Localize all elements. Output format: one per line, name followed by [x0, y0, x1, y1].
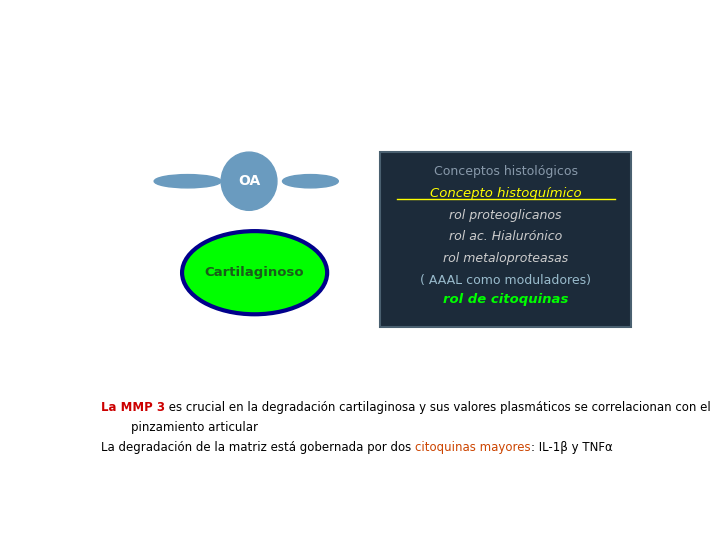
Text: Cartilaginoso: Cartilaginoso — [204, 266, 305, 279]
Ellipse shape — [182, 231, 327, 314]
Ellipse shape — [154, 174, 221, 188]
Text: La degradación de la matriz está gobernada por dos: La degradación de la matriz está goberna… — [101, 441, 415, 454]
Text: OA: OA — [238, 174, 260, 188]
Text: pinzamiento articular: pinzamiento articular — [101, 421, 258, 434]
Text: es crucial en la degradación cartilaginosa y sus valores plasmáticos se correlac: es crucial en la degradación cartilagino… — [165, 401, 711, 414]
Text: rol metaloproteasas: rol metaloproteasas — [443, 252, 568, 265]
Text: rol de citoquinas: rol de citoquinas — [443, 293, 568, 306]
Text: Conceptos histológicos: Conceptos histológicos — [433, 165, 577, 178]
Text: : IL-1β y TNFα: : IL-1β y TNFα — [531, 441, 613, 454]
Text: La MMP 3: La MMP 3 — [101, 401, 165, 414]
Text: rol ac. Hialurónico: rol ac. Hialurónico — [449, 230, 562, 244]
FancyBboxPatch shape — [380, 152, 631, 327]
Text: Concepto histoquímico: Concepto histoquímico — [430, 187, 582, 200]
Ellipse shape — [221, 152, 277, 211]
Text: rol proteoglicanos: rol proteoglicanos — [449, 208, 562, 221]
Text: citoquinas mayores: citoquinas mayores — [415, 441, 531, 454]
Text: ( AAAL como moduladores): ( AAAL como moduladores) — [420, 274, 591, 287]
Ellipse shape — [282, 174, 338, 188]
